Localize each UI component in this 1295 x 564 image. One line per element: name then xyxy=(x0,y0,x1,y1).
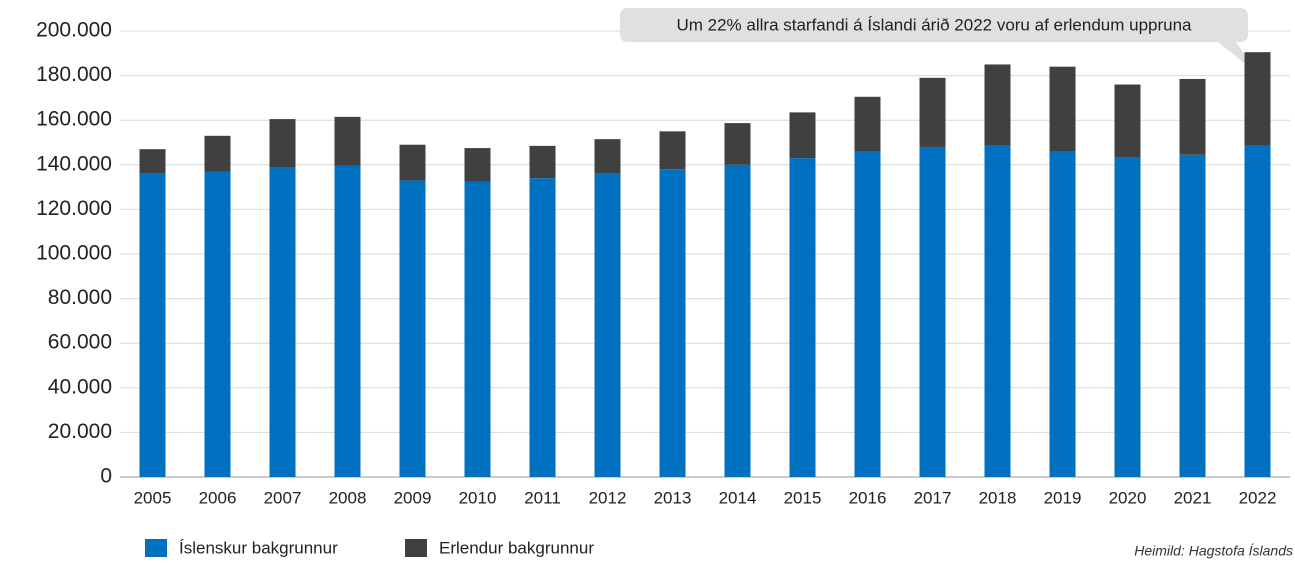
y-tick-label: 60.000 xyxy=(48,331,112,354)
bar-segment xyxy=(334,116,361,166)
y-tick-label: 20.000 xyxy=(48,420,112,443)
x-tick-label: 2008 xyxy=(329,488,367,507)
bar-segment xyxy=(724,123,751,165)
bar-segment xyxy=(1114,84,1141,157)
bar-segment xyxy=(919,146,946,477)
bar-segment xyxy=(659,131,686,170)
bar-segment xyxy=(1244,52,1271,146)
bar-segment xyxy=(984,145,1011,477)
x-tick-label: 2007 xyxy=(264,488,302,507)
y-tick-label: 40.000 xyxy=(48,375,112,398)
y-tick-label: 160.000 xyxy=(36,108,112,131)
x-tick-label: 2015 xyxy=(784,488,822,507)
bar-segment xyxy=(464,148,491,182)
bar-segment xyxy=(139,149,166,174)
bar-segment xyxy=(269,119,296,168)
bar-segment xyxy=(984,64,1011,146)
bar-segment xyxy=(659,169,686,477)
y-tick-label: 200.000 xyxy=(36,19,112,42)
x-tick-label: 2013 xyxy=(654,488,692,507)
source: Heimild: Hagstofa Íslands xyxy=(1134,543,1293,559)
legend-swatch xyxy=(145,539,167,557)
bar-segment xyxy=(204,135,231,172)
bar-segment xyxy=(1179,154,1206,477)
x-tick-label: 2009 xyxy=(394,488,432,507)
annotation-callout xyxy=(620,8,1258,74)
legend-swatch xyxy=(405,539,427,557)
x-tick-label: 2019 xyxy=(1044,488,1082,507)
bar-segment xyxy=(1049,66,1076,152)
x-tick-label: 2014 xyxy=(719,488,757,507)
bar-segment xyxy=(854,96,881,152)
y-tick-label: 100.000 xyxy=(36,242,112,265)
bar-segment xyxy=(789,112,816,159)
bar-segment xyxy=(919,77,946,147)
legend-label: Erlendur bakgrunnur xyxy=(439,538,594,557)
bar-segment xyxy=(594,173,621,477)
bar-segment xyxy=(529,178,556,477)
bar-segment xyxy=(269,167,296,477)
y-tick-label: 0 xyxy=(100,465,112,488)
bar-segment xyxy=(204,171,231,478)
x-tick-label: 2012 xyxy=(589,488,627,507)
x-tick-label: 2016 xyxy=(849,488,887,507)
bar-segment xyxy=(594,139,621,174)
bar-segment xyxy=(464,181,491,477)
y-tick-label: 180.000 xyxy=(36,63,112,86)
bar-segment xyxy=(1244,145,1271,477)
bar-segment xyxy=(399,180,426,477)
x-tick-label: 2010 xyxy=(459,488,497,507)
y-tick-label: 120.000 xyxy=(36,197,112,220)
bar-segment xyxy=(854,151,881,478)
x-tick-label: 2020 xyxy=(1109,488,1147,507)
bar-segment xyxy=(334,165,361,478)
bar-segment xyxy=(139,173,166,477)
x-tick-label: 2006 xyxy=(199,488,237,507)
bar-segment xyxy=(529,145,556,179)
bar-segment xyxy=(1179,78,1206,155)
bar-segment xyxy=(1049,151,1076,478)
x-tick-label: 2018 xyxy=(979,488,1017,507)
bar-segment xyxy=(1114,156,1141,477)
bar-segment xyxy=(724,164,751,478)
bar-segment xyxy=(399,144,426,181)
x-tick-label: 2021 xyxy=(1174,488,1212,507)
annotation: Um 22% allra starfandi á Íslandi árið 20… xyxy=(676,15,1192,34)
legend-label: Íslenskur bakgrunnur xyxy=(179,538,338,557)
x-tick-label: 2011 xyxy=(524,488,561,507)
y-tick-label: 80.000 xyxy=(48,286,112,309)
x-tick-label: 2017 xyxy=(914,488,952,507)
y-tick-label: 140.000 xyxy=(36,152,112,175)
x-tick-label: 2022 xyxy=(1239,488,1277,507)
x-tick-label: 2005 xyxy=(134,488,172,507)
bar-segment xyxy=(789,158,816,478)
